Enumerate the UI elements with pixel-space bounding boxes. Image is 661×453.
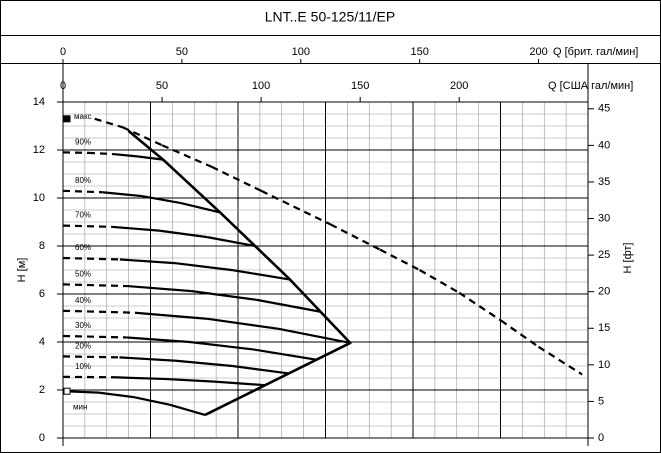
y-tick-label: 6 [39, 288, 45, 300]
curve-segment [133, 396, 170, 406]
curve-label: 60% [75, 243, 91, 252]
curve-segment [169, 403, 206, 417]
y2-tick-label: 0 [598, 432, 604, 444]
curve-segment [62, 224, 112, 228]
curve-segment [458, 291, 502, 322]
x-tick-label: 50 [156, 80, 168, 92]
curve-segment [102, 191, 142, 198]
curve-segment [141, 194, 182, 205]
curve-segment [163, 377, 215, 383]
y2-tick-label: 5 [598, 395, 604, 407]
x2-tick-label: 0 [60, 46, 66, 58]
x2-tick-label: 100 [292, 46, 310, 58]
y-tick-label: 8 [39, 240, 45, 252]
curve-segment [537, 345, 583, 376]
y-axis-label: H [м] [16, 258, 28, 283]
chart-title: LNT..E 50-125/11/EP [265, 9, 395, 25]
curve-segment [189, 340, 254, 351]
y2-tick-label: 20 [598, 286, 610, 298]
x2-tick-label: 200 [529, 46, 547, 58]
curve-segment [126, 336, 190, 344]
y2-tick-label: 25 [598, 249, 610, 261]
y2-tick-label: 15 [598, 322, 610, 334]
x-axis-label: Q [США гал/мин] [548, 80, 633, 92]
curve-segment [211, 165, 262, 192]
curve-segment [119, 356, 176, 362]
curve-segment [62, 256, 120, 261]
curve-segment [121, 126, 163, 147]
curve-label: мин [73, 402, 87, 411]
curve-segment [207, 236, 256, 248]
curve-segment [260, 189, 331, 226]
curve-segment [113, 376, 165, 381]
y-tick-label: 2 [39, 384, 45, 396]
y-tick-label: 10 [33, 192, 45, 204]
curve-label: 50% [75, 270, 91, 279]
curve-segment [62, 334, 127, 339]
curve-label: 90% [75, 138, 91, 147]
x2-axis-label: Q [брит. гал/мин] [553, 46, 638, 58]
curve-segment [329, 223, 381, 251]
curve-segment [175, 359, 233, 368]
curve-segment [253, 348, 317, 361]
curve-marker [63, 387, 71, 395]
curve-segment [111, 225, 160, 232]
curve-segment [87, 151, 114, 156]
y-tick-label: 12 [33, 144, 45, 156]
x2-tick-label: 50 [176, 46, 188, 58]
curve-segment [232, 364, 289, 375]
curve-segment [255, 298, 321, 313]
operating-envelope [127, 129, 352, 417]
y2-tick-label: 40 [598, 139, 610, 151]
curve-marker [63, 115, 71, 123]
curve-segment [419, 269, 460, 294]
curve-label: 40% [75, 296, 91, 305]
y2-tick-label: 35 [598, 176, 610, 188]
curve-segment [134, 311, 207, 320]
curve-segment [119, 258, 177, 265]
y-tick-label: 14 [33, 96, 45, 108]
x-tick-label: 100 [252, 80, 270, 92]
curve-label: макс [74, 112, 92, 121]
curve-segment [161, 144, 213, 168]
x-tick-label: 150 [351, 80, 369, 92]
curve-label: 20% [75, 342, 91, 351]
curve-segment [94, 117, 123, 129]
y2-tick-label: 45 [598, 103, 610, 115]
curve-segment [62, 283, 128, 288]
y2-tick-label: 10 [598, 359, 610, 371]
y-tick-label: 0 [39, 432, 45, 444]
curve-segment [98, 391, 135, 399]
curve-label: 30% [75, 321, 91, 330]
curve-segment [214, 380, 266, 387]
x2-tick-label: 150 [410, 46, 428, 58]
curve-segment [176, 262, 234, 272]
curve-segment [278, 327, 351, 345]
curve-segment [500, 319, 540, 348]
curve-segment [127, 284, 192, 293]
curve-label: 10% [75, 362, 91, 371]
curve-segment [113, 152, 139, 158]
y2-axis-label: H [фт] [622, 243, 634, 274]
curve-segment [379, 248, 421, 271]
curve-segment [233, 269, 291, 281]
x-tick-label: 0 [60, 80, 66, 92]
curve-segment [137, 155, 164, 161]
y-tick-label: 4 [39, 336, 45, 348]
curve-label: 70% [75, 211, 91, 220]
y2-tick-label: 30 [598, 212, 610, 224]
curve-segment [158, 229, 208, 239]
curve-segment [62, 355, 120, 359]
x-tick-label: 200 [450, 80, 468, 92]
curve-segment [191, 290, 257, 301]
curve-label: 80% [75, 176, 91, 185]
curve-segment [206, 317, 279, 330]
curve-segment [180, 201, 221, 214]
curve-segment [62, 189, 103, 194]
